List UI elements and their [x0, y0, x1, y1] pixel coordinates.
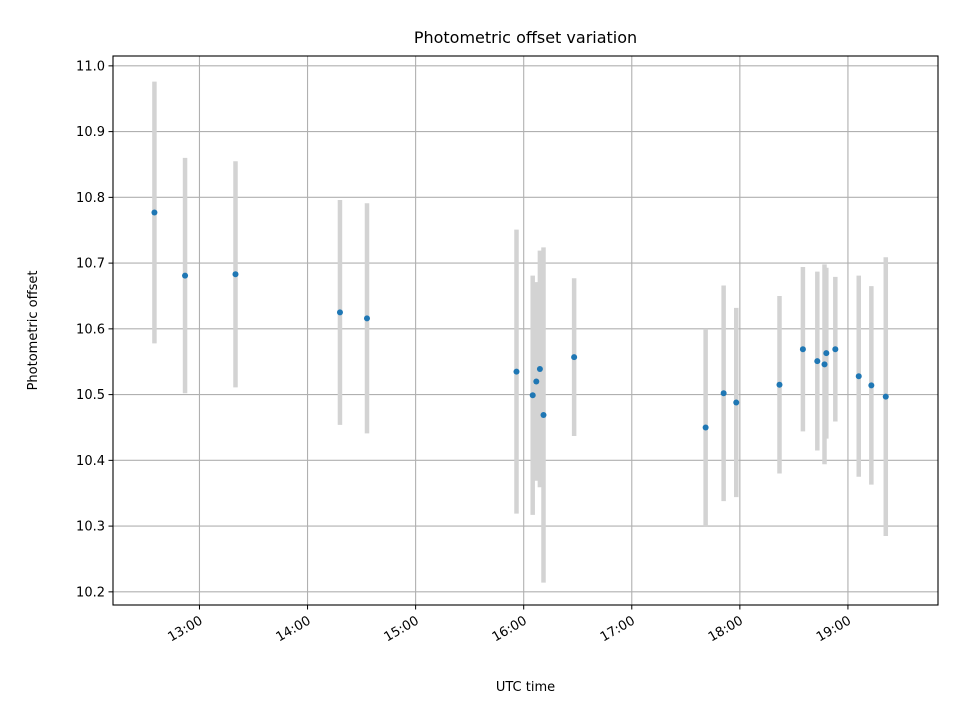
- y-tick-label: 10.3: [76, 520, 105, 535]
- data-point: [832, 346, 839, 353]
- data-point: [821, 361, 828, 368]
- chart-title: Photometric offset variation: [414, 28, 637, 47]
- data-point: [868, 382, 875, 389]
- data-point: [540, 411, 547, 418]
- data-point: [533, 378, 540, 385]
- y-axis-label: Photometric offset: [26, 271, 41, 391]
- data-point: [702, 424, 709, 431]
- y-tick-label: 10.7: [76, 257, 105, 272]
- plot-area-frame: [112, 55, 939, 606]
- data-point: [855, 373, 862, 380]
- y-tick-label: 10.5: [76, 388, 105, 403]
- data-point: [536, 365, 543, 372]
- data-point: [799, 346, 806, 353]
- data-point: [814, 358, 821, 365]
- y-tick-label: 11.0: [76, 59, 105, 74]
- data-point: [182, 272, 189, 279]
- data-point: [363, 315, 370, 322]
- y-tick-label: 10.6: [76, 322, 105, 337]
- data-points: [151, 209, 889, 431]
- y-tick-label: 10.9: [76, 125, 105, 140]
- x-axis-label: UTC time: [496, 680, 555, 695]
- data-point: [720, 390, 727, 397]
- y-tick-label: 10.8: [76, 191, 105, 206]
- data-point: [529, 392, 536, 399]
- data-point: [571, 354, 578, 361]
- data-point: [151, 209, 158, 216]
- data-point: [882, 393, 889, 400]
- data-point: [733, 399, 740, 406]
- data-point: [232, 271, 239, 278]
- data-point: [776, 381, 783, 388]
- grid: [113, 56, 938, 605]
- data-point: [336, 309, 343, 316]
- data-point: [823, 350, 830, 357]
- y-tick-label: 10.4: [76, 454, 105, 469]
- data-point: [513, 368, 520, 375]
- y-tick-label: 10.2: [76, 585, 105, 600]
